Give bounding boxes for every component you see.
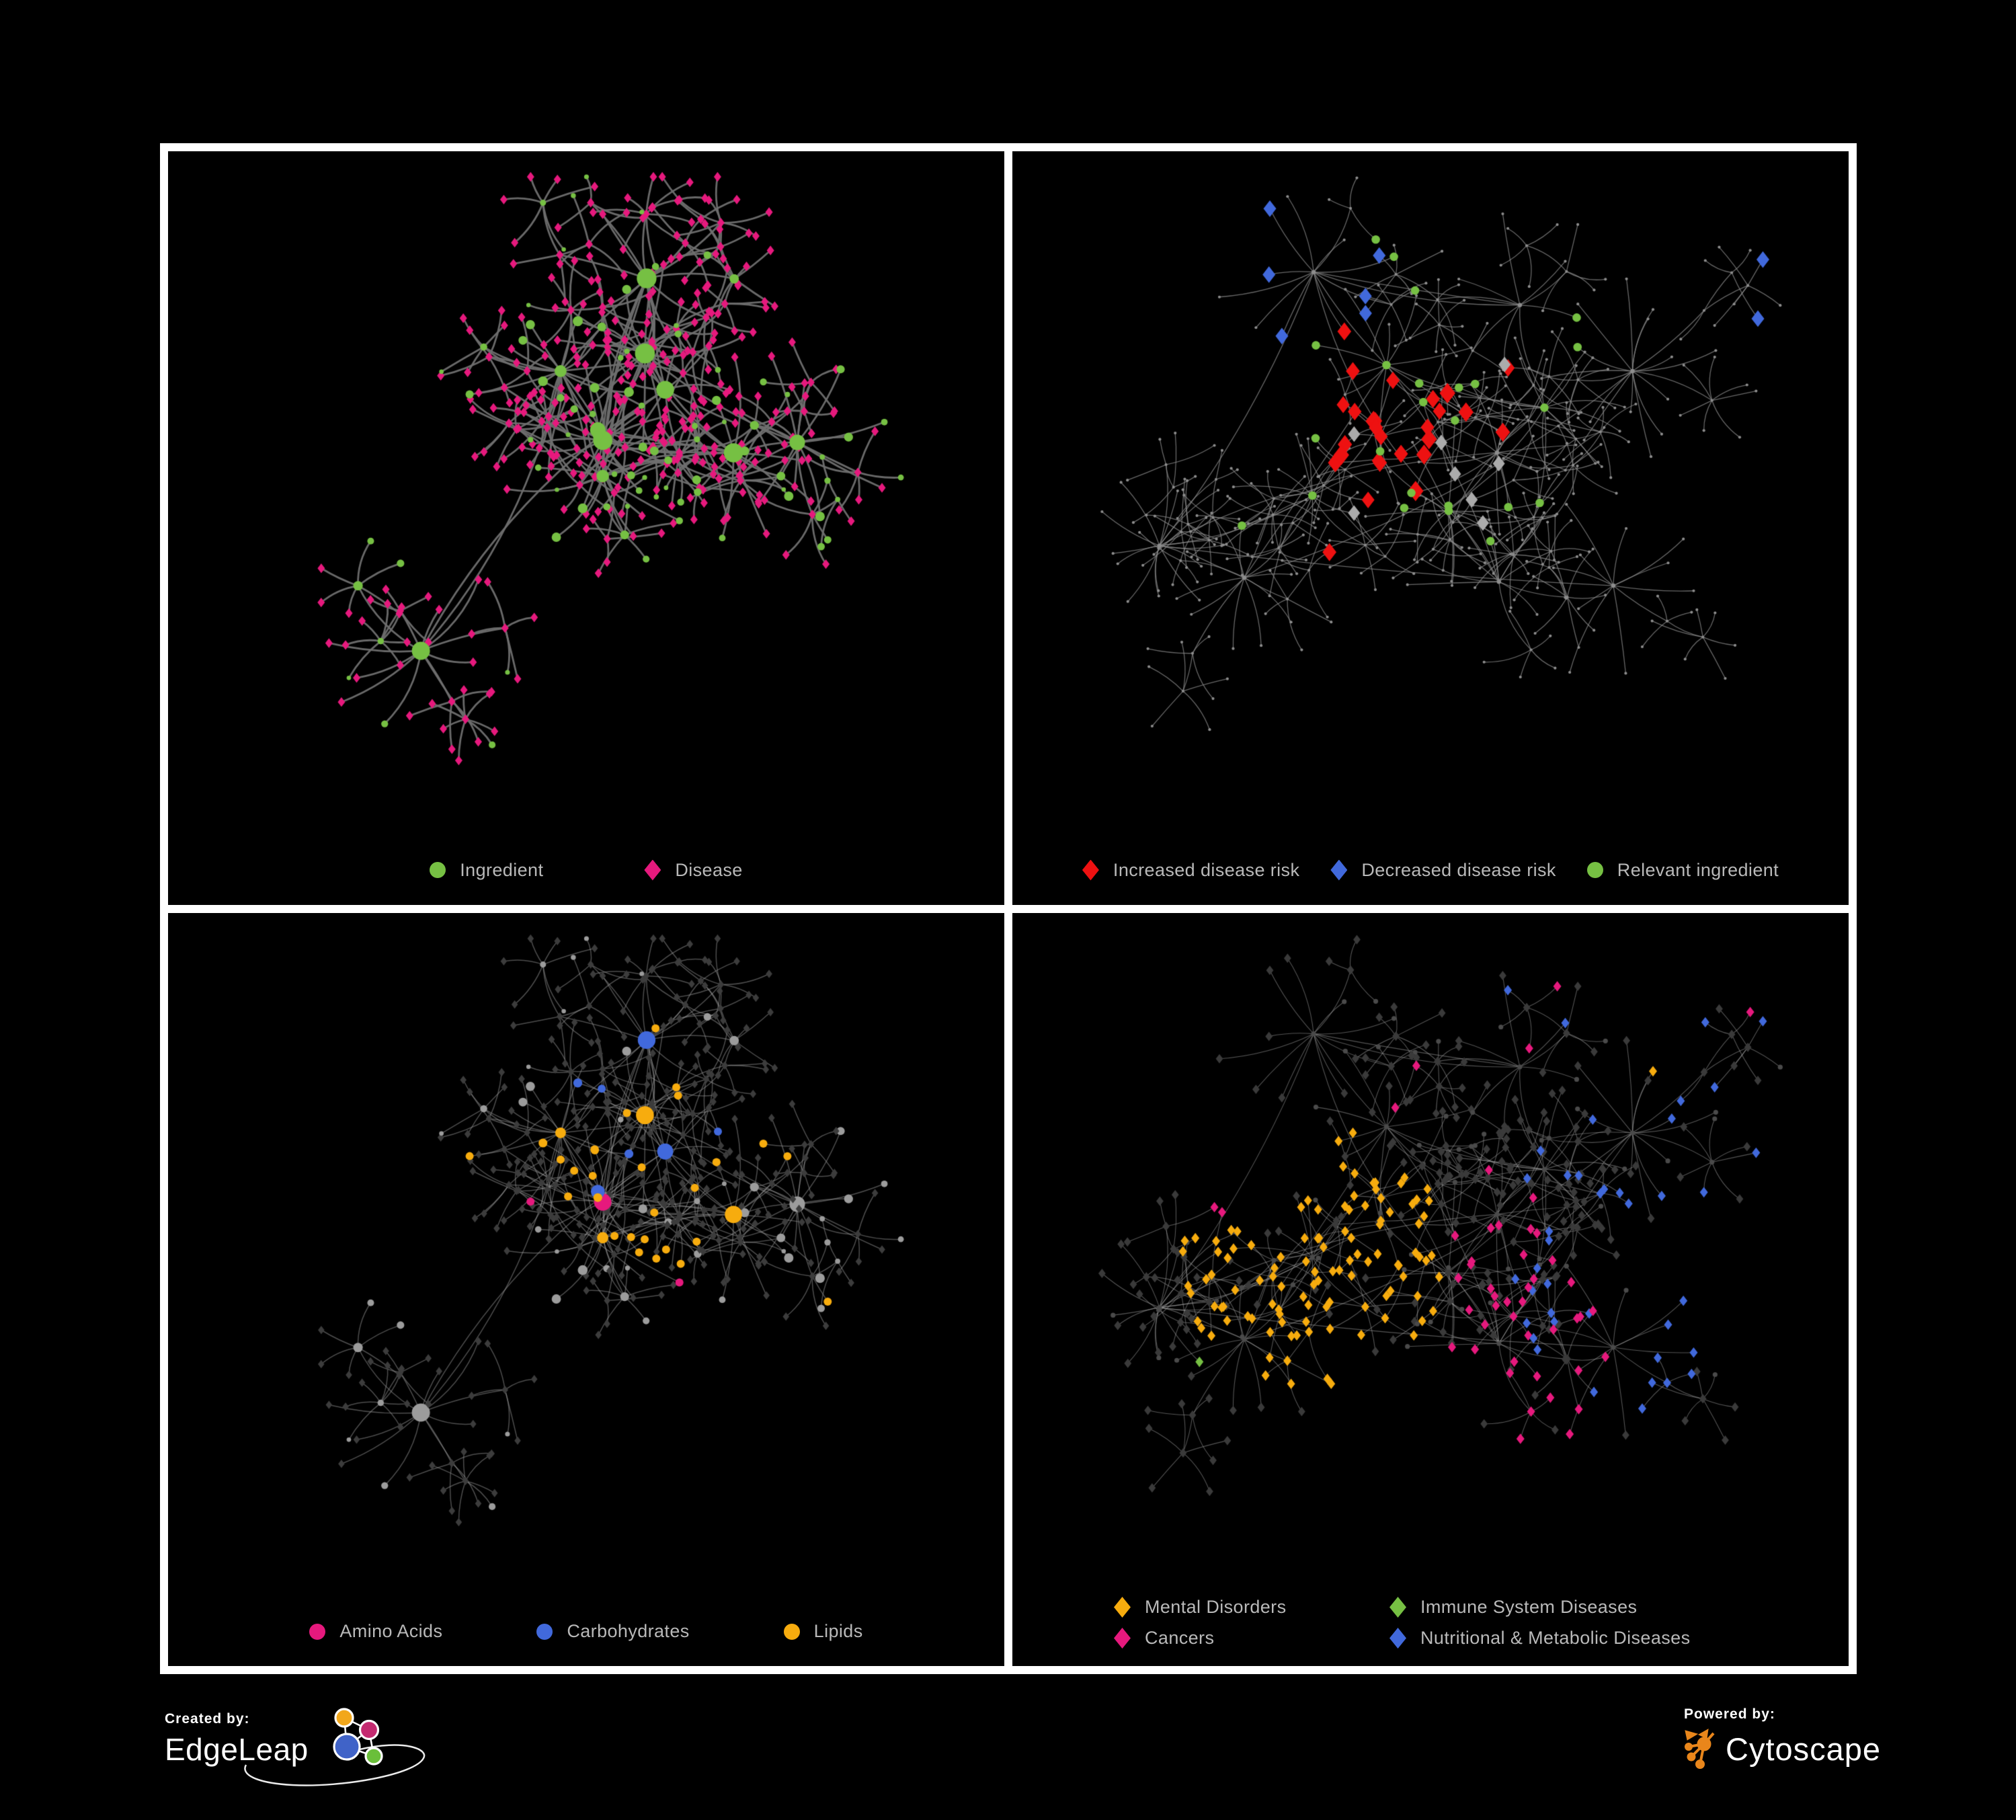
legend-label: Carbohydrates [567,1621,690,1641]
amino-acids-circle-icon [309,1623,326,1640]
legend-item-carbohydrates: Carbohydrates [536,1621,689,1642]
ingredient-disease-network-canvas [168,151,1004,854]
nutrient-classes-network-canvas [168,912,1004,1616]
decreased-risk-diamond-icon [1330,859,1348,881]
cytoscape-logo [1685,1729,1715,1769]
legend-label: Amino Acids [339,1621,443,1641]
immune-system-diseases-diamond-icon [1389,1597,1406,1618]
legend-label: Nutritional & Metabolic Diseases [1420,1628,1691,1648]
legend-item-relevant-ingredient: Relevant ingredient [1586,859,1779,881]
figure-frame: Ingredient Disease Increased disease ris… [160,143,1857,1674]
created-by-label: Created by: [165,1711,250,1727]
legend-label: Mental Disorders [1145,1597,1287,1617]
disease-risk-legend: Increased disease risk Decreased disease… [1012,859,1849,881]
legend-label: Decreased disease risk [1361,859,1556,880]
legend-item-amino-acids: Amino Acids [309,1621,442,1642]
powered-by-label: Powered by: [1684,1706,1775,1722]
panel-nutrient-classes: Amino Acids Carbohydrates Lipids [168,912,1004,1666]
panel-disease-classes: Mental Disorders Immune System Diseases … [1012,912,1849,1666]
disease-classes-legend: Mental Disorders Immune System Diseases … [1114,1597,1766,1649]
legend-label: Increased disease risk [1113,859,1300,880]
legend-label: Relevant ingredient [1617,859,1779,880]
legend-label: Lipids [813,1621,863,1641]
disease-diamond-icon [644,859,661,881]
legend-label: Cancers [1145,1628,1215,1648]
ingredient-circle-icon [430,862,446,878]
legend-item-lipids: Lipids [783,1621,863,1642]
legend-label: Ingredient [460,859,544,880]
legend-item-increased-risk: Increased disease risk [1082,859,1300,881]
increased-risk-diamond-icon [1082,859,1099,881]
panel-ingredient-disease: Ingredient Disease [168,151,1004,905]
legend-item-nutritional-metabolic-diseases: Nutritional & Metabolic Diseases [1389,1628,1766,1649]
legend-item-disease: Disease [644,859,743,881]
mental-disorders-diamond-icon [1114,1597,1131,1618]
legend-item-mental-disorders: Mental Disorders [1114,1597,1389,1618]
legend-item-cancers: Cancers [1114,1628,1389,1649]
nutritional-metabolic-diseases-diamond-icon [1389,1628,1406,1649]
edgeleap-branding: Created by: EdgeLeap [165,1708,514,1786]
cytoscape-branding: Powered by: Cytoscape [1684,1706,1881,1770]
panel-disease-risk: Increased disease risk Decreased disease… [1012,151,1849,905]
carbohydrates-circle-icon [536,1623,553,1640]
legend-label: Disease [675,859,743,880]
ingredient-disease-legend: Ingredient Disease [168,859,1004,881]
disease-classes-network-canvas [1012,912,1849,1616]
relevant-ingredient-circle-icon [1586,862,1603,878]
legend-item-immune-system-diseases: Immune System Diseases [1389,1597,1766,1618]
legend-label: Immune System Diseases [1420,1597,1638,1617]
nutrient-classes-legend: Amino Acids Carbohydrates Lipids [168,1621,1004,1642]
cytoscape-wordmark: Cytoscape [1726,1731,1882,1767]
edgeleap-wordmark: EdgeLeap [165,1732,309,1767]
legend-item-decreased-risk: Decreased disease risk [1330,859,1556,881]
legend-item-ingredient: Ingredient [430,860,543,881]
lipids-circle-icon [783,1623,800,1640]
cancers-diamond-icon [1114,1628,1131,1649]
disease-risk-network-canvas [1012,151,1849,854]
